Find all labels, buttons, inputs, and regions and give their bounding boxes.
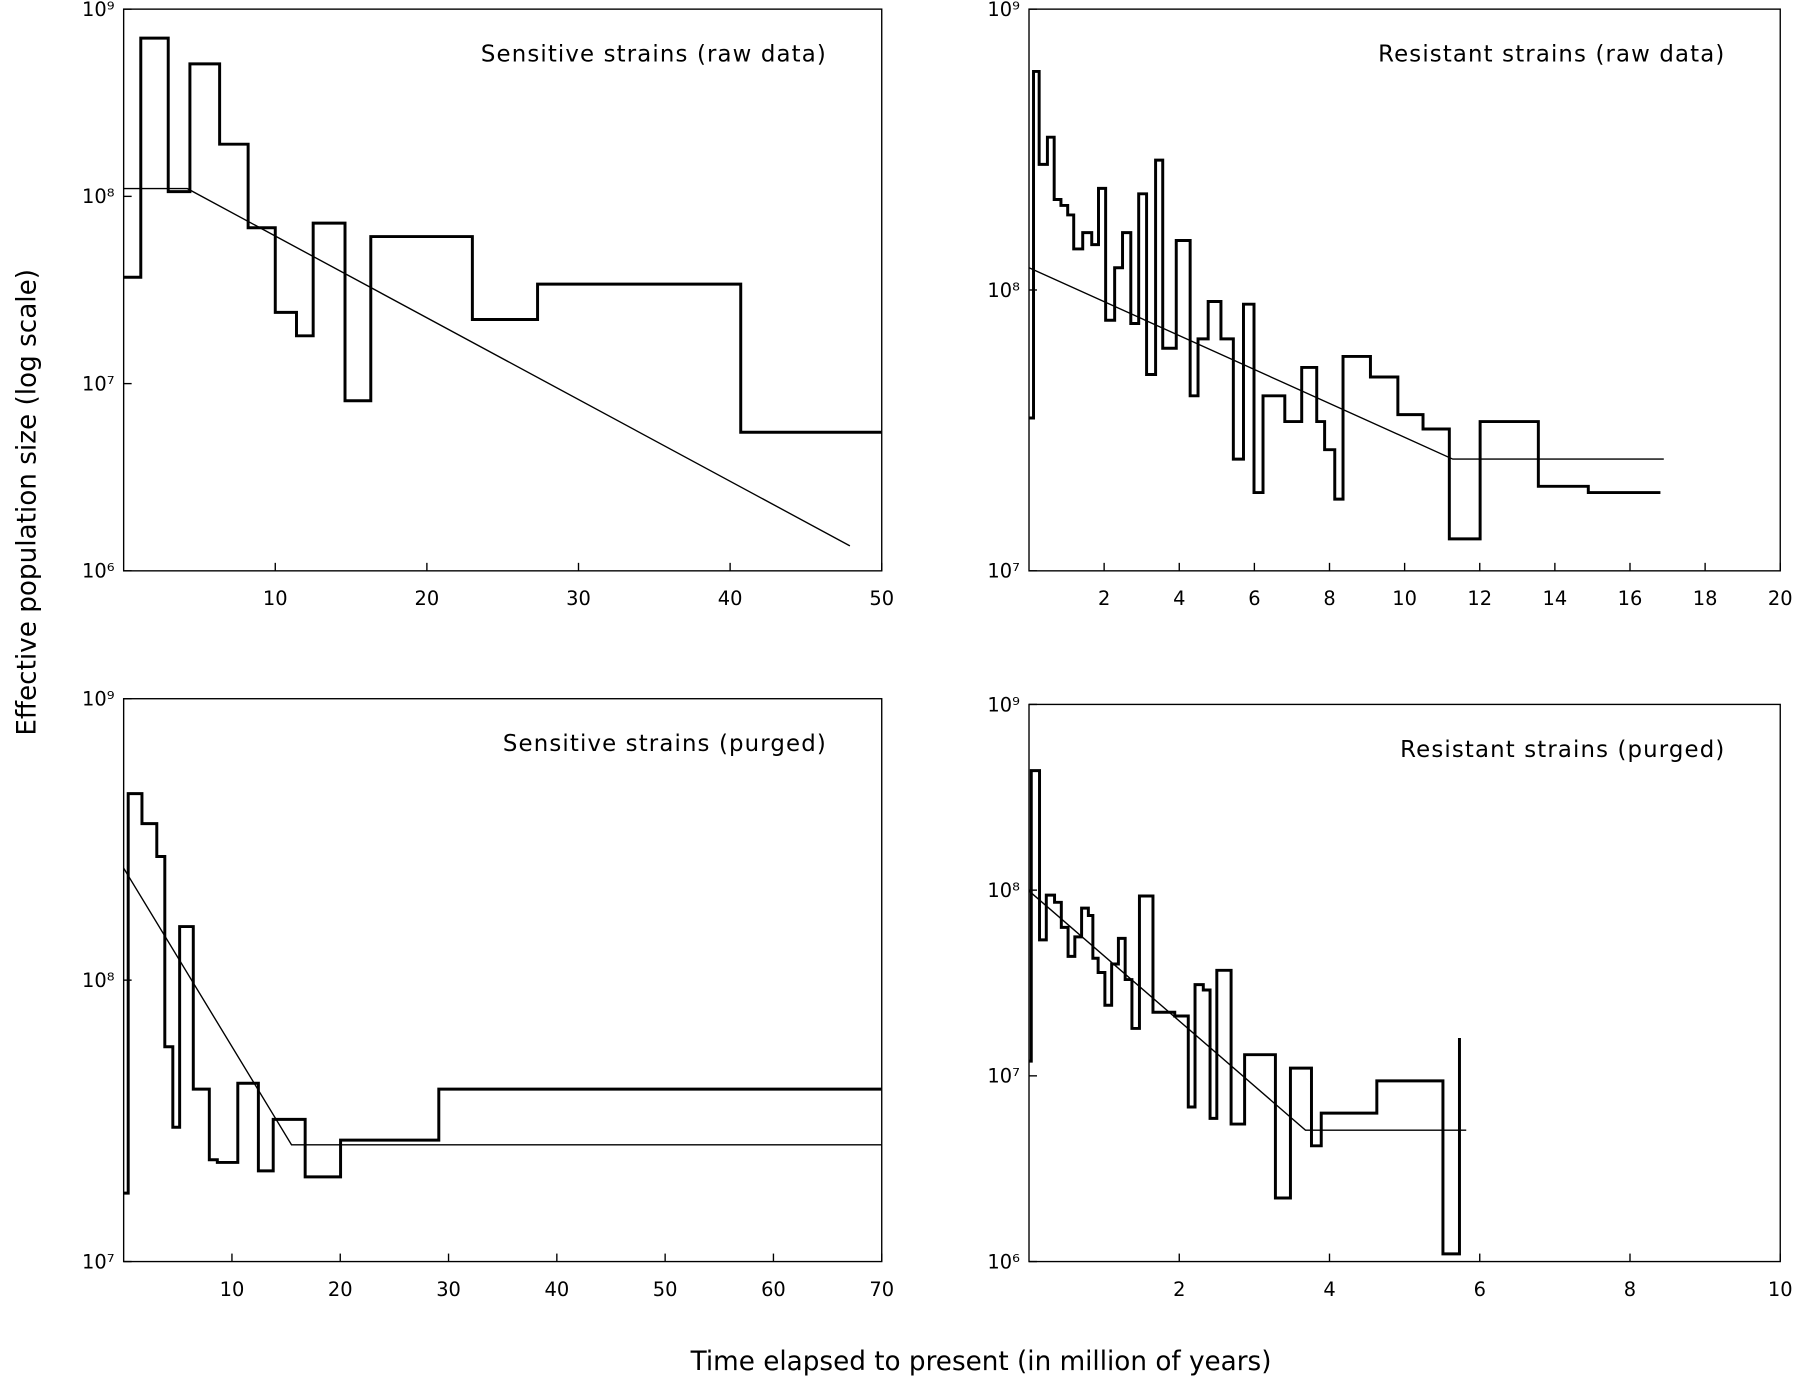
x-tick-label: 4 (1173, 587, 1185, 610)
panel-title: Resistant strains (purged) (1400, 737, 1725, 763)
x-tick-label: 20 (415, 587, 440, 610)
x-tick-label: 10 (263, 587, 288, 610)
x-tick-label: 6 (1474, 1278, 1486, 1301)
x-tick-label: 50 (653, 1278, 678, 1301)
panel-title: Sensitive strains (raw data) (481, 42, 827, 68)
x-tick-label: 2 (1098, 587, 1110, 610)
y-tick-label: 10⁷ (987, 1065, 1019, 1088)
x-tick-label: 60 (761, 1278, 786, 1301)
y-tick-label: 10⁸ (82, 185, 115, 208)
step-line (123, 792, 882, 1195)
panel-title: Resistant strains (raw data) (1378, 42, 1725, 68)
plot-frame (122, 8, 883, 572)
trend-line (123, 187, 851, 547)
x-tick-label: 10 (1768, 1278, 1793, 1301)
x-tick-label: 20 (1768, 587, 1793, 610)
panel: Sensitive strains (raw data) 10 20 30 40 50 10… (82, 0, 894, 610)
x-tick-label: 70 (869, 1278, 894, 1301)
x-tick-label: 16 (1618, 587, 1643, 610)
x-tick-label: 20 (328, 1278, 353, 1301)
y-tick-label: 10⁹ (987, 693, 1020, 716)
y-tick-label: 10⁸ (987, 879, 1020, 902)
x-tick-label: 10 (220, 1278, 245, 1301)
x-tick-label: 50 (869, 587, 894, 610)
step-line (1029, 769, 1461, 1256)
x-tick-label: 10 (1392, 587, 1417, 610)
step-line (123, 36, 882, 434)
x-tick-label: 30 (436, 1278, 461, 1301)
trend-line (123, 867, 882, 1146)
x-axis-label: Time elapsed to present (in million of y… (690, 1347, 1272, 1377)
plot-frame (1028, 703, 1781, 1263)
y-tick-label: 10⁹ (82, 0, 115, 21)
y-axis-label: Effective population size (log scale) (12, 269, 42, 736)
panel: Resistant strains (purged) 2 4 6 8 10 10⁶ 10⁷ 10… (987, 693, 1792, 1301)
x-tick-label: 2 (1173, 1278, 1185, 1301)
panel: Sensitive strains (purged) 10 20 30 40 50 60 70… (82, 688, 894, 1301)
y-tick-label: 10⁹ (82, 688, 115, 711)
panel-title: Sensitive strains (purged) (503, 731, 827, 757)
y-tick-label: 10⁶ (987, 1250, 1020, 1273)
x-tick-label: 8 (1323, 587, 1335, 610)
step-line (1029, 69, 1661, 541)
x-tick-label: 30 (566, 587, 591, 610)
x-tick-label: 12 (1467, 587, 1492, 610)
x-tick-label: 8 (1624, 1278, 1636, 1301)
y-tick-label: 10⁷ (82, 372, 114, 395)
plot-frame (1028, 8, 1781, 572)
x-tick-label: 40 (718, 587, 743, 610)
y-tick-label: 10⁸ (987, 279, 1020, 302)
trend-line (1028, 267, 1664, 460)
y-tick-label: 10⁸ (82, 969, 115, 992)
x-tick-label: 14 (1543, 587, 1568, 610)
x-tick-label: 40 (544, 1278, 569, 1301)
x-tick-label: 4 (1323, 1278, 1335, 1301)
y-tick-label: 10⁹ (987, 0, 1020, 21)
y-tick-label: 10⁶ (82, 560, 115, 583)
trend-line (1028, 890, 1467, 1131)
plot-frame (122, 698, 883, 1263)
x-tick-label: 6 (1248, 587, 1260, 610)
y-tick-label: 10⁷ (987, 560, 1019, 583)
y-tick-label: 10⁷ (82, 1250, 114, 1273)
x-tick-label: 18 (1693, 587, 1718, 610)
panel: Resistant strains (raw data) 2 4 6 8 10 12 14 16… (987, 0, 1792, 610)
